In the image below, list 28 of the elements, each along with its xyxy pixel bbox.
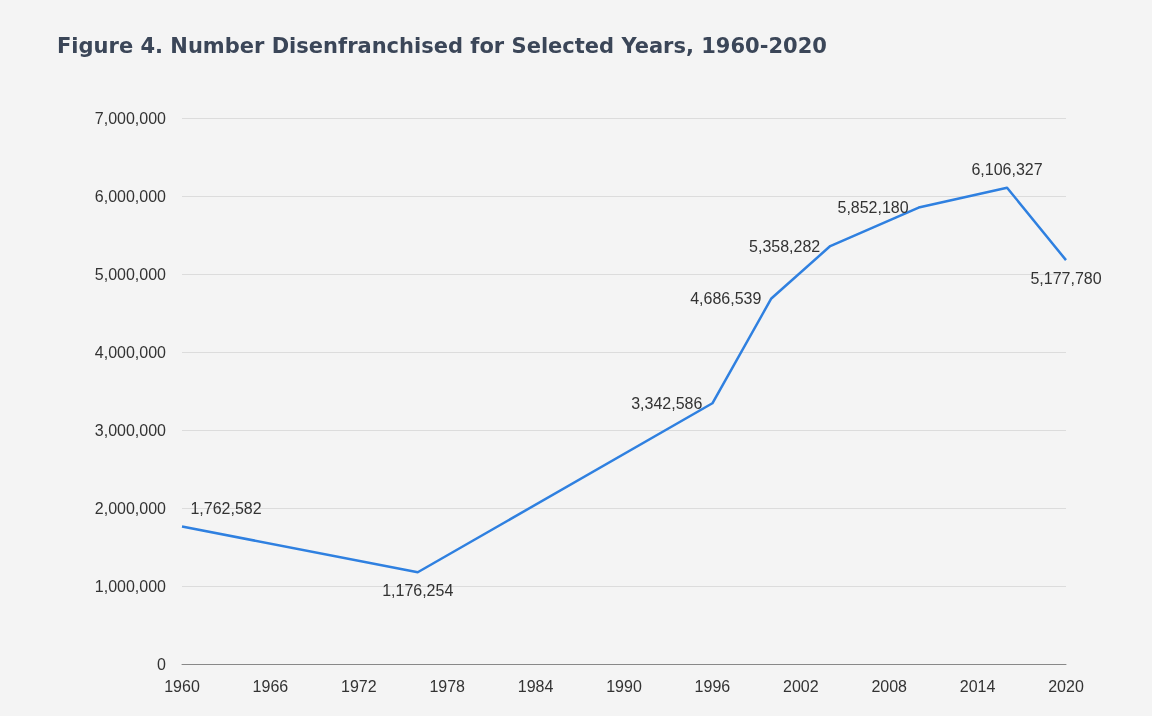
data-label: 3,342,586 <box>631 394 703 412</box>
x-tick-label: 2002 <box>783 677 819 695</box>
data-label: 5,177,780 <box>1030 269 1102 287</box>
y-tick-label: 6,000,000 <box>94 187 167 205</box>
x-tick-label: 1966 <box>252 677 289 695</box>
y-tick-label: 7,000,000 <box>94 109 167 127</box>
y-tick-label: 2,000,000 <box>94 499 167 517</box>
x-tick-label: 1990 <box>606 677 642 695</box>
data-label: 6,106,327 <box>971 161 1043 179</box>
data-label: 5,358,282 <box>749 237 821 255</box>
y-tick-label: 4,000,000 <box>94 343 167 361</box>
x-tick-label: 2014 <box>959 677 996 695</box>
data-label: 1,762,582 <box>190 500 262 518</box>
x-tick-label: 1984 <box>517 677 554 695</box>
y-tick-label: 5,000,000 <box>94 265 167 283</box>
x-tick-label: 2020 <box>1048 677 1084 695</box>
x-tick-label: 1978 <box>429 677 466 695</box>
x-tick-label: 1972 <box>341 677 377 695</box>
data-label: 1,176,254 <box>382 581 454 599</box>
x-tick-label: 1996 <box>694 677 731 695</box>
data-label: 4,686,539 <box>690 289 762 307</box>
x-tick-label: 2008 <box>871 677 908 695</box>
y-tick-label: 1,000,000 <box>94 577 167 595</box>
y-tick-label: 3,000,000 <box>94 421 167 439</box>
y-tick-label: 0 <box>157 655 167 673</box>
chart-title: Figure 4. Number Disenfranchised for Selected Years, 1960-2020 <box>57 33 827 58</box>
data-label: 5,852,180 <box>837 199 909 217</box>
x-tick-label: 1960 <box>164 677 200 695</box>
